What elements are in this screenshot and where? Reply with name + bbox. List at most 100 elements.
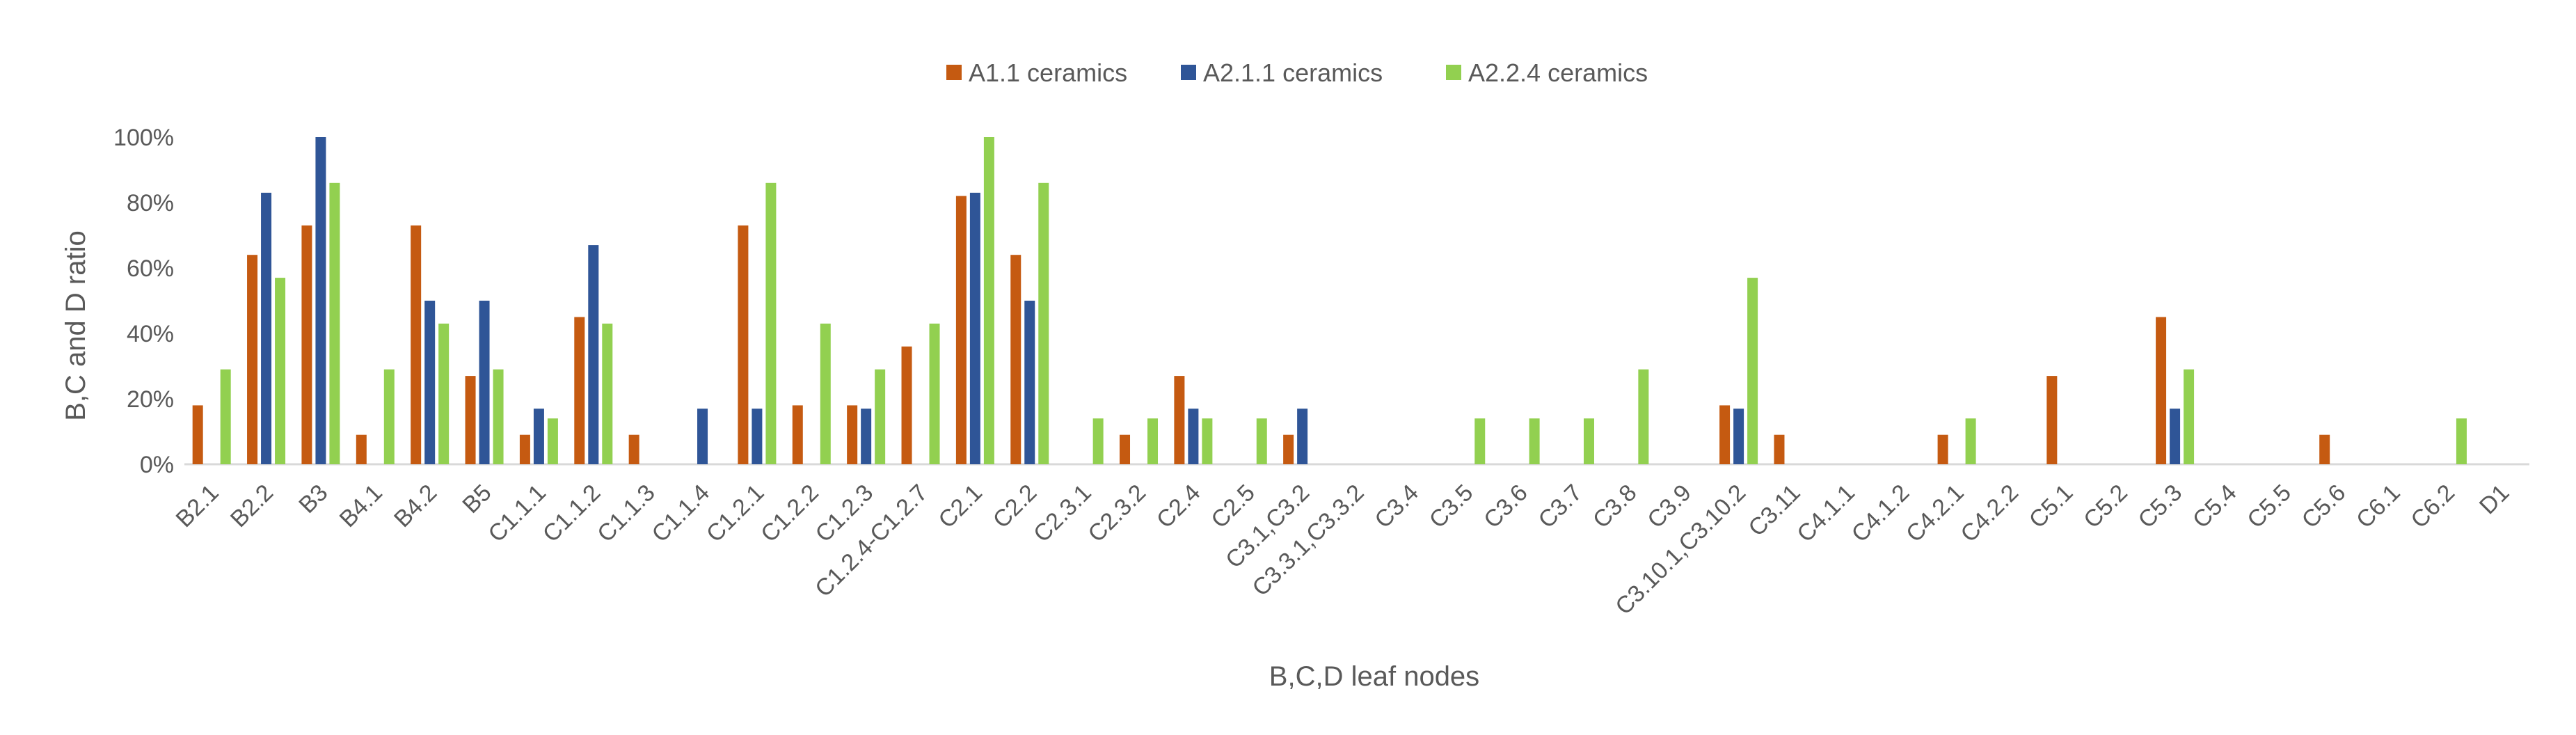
x-tick-label: C4.1.1 bbox=[1792, 480, 1860, 548]
y-tick-label: 0% bbox=[140, 452, 174, 478]
x-tick-label: B5 bbox=[457, 480, 496, 519]
x-tick-label: C3.8 bbox=[1588, 480, 1642, 534]
legend-label: A2.2.4 ceramics bbox=[1468, 58, 1648, 87]
y-tick-label: 60% bbox=[127, 255, 174, 282]
x-tick-label: D1 bbox=[2474, 480, 2515, 520]
bar-A2.2.4-C2.3.1 bbox=[1092, 418, 1104, 464]
bar-A2.1.1-C2.4 bbox=[1188, 409, 1199, 464]
bar-A2.1.1-B2.2 bbox=[261, 192, 272, 464]
bar-A1.1-B2.2 bbox=[247, 255, 258, 464]
bar-A2.2.4-C6.2 bbox=[2456, 418, 2467, 464]
x-tick-label: B3 bbox=[294, 480, 333, 519]
bar-A1.1-C3.11 bbox=[1774, 434, 1785, 464]
bar-A1.1-B3 bbox=[301, 225, 312, 464]
bar-A2.2.4-C3.6 bbox=[1529, 418, 1540, 464]
bar-A1.1-B2.1 bbox=[192, 405, 203, 464]
x-tick-label: C4.2.2 bbox=[1955, 480, 2024, 548]
bar-A2.1.1-B5 bbox=[479, 301, 490, 464]
bar-A2.1.1-C3.1,C3.2 bbox=[1297, 409, 1308, 464]
bar-A2.2.4-C3.10.1,C3.10.2 bbox=[1747, 278, 1758, 464]
x-axis-title: B,C,D leaf nodes bbox=[1269, 661, 1479, 692]
bars bbox=[192, 137, 2467, 464]
bar-A2.2.4-C2.1 bbox=[983, 137, 994, 464]
x-tick-label: C1.1.1 bbox=[483, 480, 551, 548]
bar-A1.1-B4.2 bbox=[411, 225, 422, 464]
bar-A1.1-C1.1.2 bbox=[574, 317, 585, 464]
x-tick-label: C5.5 bbox=[2242, 480, 2296, 534]
bar-A2.2.4-C2.2 bbox=[1038, 182, 1049, 464]
x-tick-label: C6.1 bbox=[2351, 480, 2406, 534]
legend-swatch bbox=[1181, 65, 1196, 80]
bar-A2.1.1-C5.3 bbox=[2170, 409, 2181, 464]
legend-swatch bbox=[946, 65, 962, 80]
x-tick-label: C5.3 bbox=[2133, 480, 2188, 534]
bar-A2.1.1-C1.2.3 bbox=[861, 409, 872, 464]
x-tick-label: C3.4 bbox=[1369, 480, 1424, 534]
x-tick-label: C5.1 bbox=[2024, 480, 2078, 534]
x-tick-label: C3.5 bbox=[1424, 480, 1479, 534]
bar-A2.1.1-C1.1.4 bbox=[697, 409, 708, 464]
x-tick-label: C1.1.3 bbox=[592, 480, 660, 548]
x-tick-label: C1.1.2 bbox=[538, 480, 606, 548]
x-tick-label: C1.2.2 bbox=[756, 480, 824, 548]
legend-swatch bbox=[1446, 65, 1461, 80]
y-tick-label: 80% bbox=[127, 190, 174, 216]
x-tick-label: C3.6 bbox=[1479, 480, 1533, 534]
bar-A1.1-B4.1 bbox=[356, 434, 367, 464]
bar-A2.2.4-B2.1 bbox=[220, 369, 231, 464]
bar-A1.1-C3.10.1,C3.10.2 bbox=[1719, 405, 1731, 464]
bar-A1.1-C5.6 bbox=[2319, 434, 2330, 464]
y-axis-ticks: 0% 20% 40% 60% 80% 100% bbox=[113, 125, 174, 478]
x-tick-label: C1.2.1 bbox=[701, 480, 770, 548]
bar-A1.1-C2.1 bbox=[955, 196, 967, 464]
legend-label: A1.1 ceramics bbox=[969, 58, 1127, 87]
bar-A2.1.1-C2.1 bbox=[969, 192, 980, 464]
bar-A1.1-C1.2.1 bbox=[738, 225, 749, 464]
bar-A2.1.1-C2.2 bbox=[1024, 301, 1035, 464]
x-tick-label: C5.2 bbox=[2078, 480, 2133, 534]
bar-A2.1.1-C1.1.1 bbox=[533, 409, 544, 464]
x-tick-label: B4.2 bbox=[389, 480, 442, 532]
bar-A1.1-C5.3 bbox=[2156, 317, 2167, 464]
bar-A2.2.4-C1.1.1 bbox=[547, 418, 558, 464]
bar-A1.1-C1.2.3 bbox=[847, 405, 858, 464]
x-tick-label: C5.6 bbox=[2297, 480, 2351, 534]
bar-A2.2.4-C1.2.3 bbox=[875, 369, 886, 464]
y-tick-label: 40% bbox=[127, 321, 174, 347]
bar-A2.1.1-B3 bbox=[315, 137, 326, 464]
bar-A2.1.1-C3.10.1,C3.10.2 bbox=[1733, 409, 1744, 464]
y-axis-title: B,C and D ratio bbox=[61, 230, 91, 420]
bar-A1.1-C1.2.4-C1.2.7 bbox=[901, 346, 912, 464]
bar-A2.2.4-C3.8 bbox=[1638, 369, 1649, 464]
bar-A2.2.4-C1.2.1 bbox=[765, 182, 777, 464]
bar-A2.2.4-C5.3 bbox=[2184, 369, 2195, 464]
bar-A2.2.4-C3.7 bbox=[1583, 418, 1594, 464]
bar-A1.1-C1.1.3 bbox=[628, 434, 639, 464]
bar-A2.2.4-C1.1.2 bbox=[602, 323, 613, 464]
x-tick-label: C5.4 bbox=[2188, 480, 2242, 534]
bar-A2.2.4-C2.5 bbox=[1256, 418, 1267, 464]
x-tick-label: C2.3.2 bbox=[1083, 480, 1151, 548]
x-tick-label: B2.1 bbox=[171, 480, 224, 532]
bar-A1.1-B5 bbox=[465, 376, 476, 464]
bar-A1.1-C5.1 bbox=[2046, 376, 2058, 464]
y-tick-label: 20% bbox=[127, 386, 174, 413]
bar-A1.1-C2.3.2 bbox=[1120, 434, 1131, 464]
bar-A2.1.1-C1.2.1 bbox=[752, 409, 763, 464]
x-tick-label: C4.1.2 bbox=[1847, 480, 1915, 548]
legend-label: A2.1.1 ceramics bbox=[1203, 58, 1383, 87]
x-tick-label: B2.2 bbox=[225, 480, 278, 532]
bar-A2.2.4-C3.5 bbox=[1474, 418, 1486, 464]
bar-A2.2.4-C1.2.2 bbox=[820, 323, 831, 464]
bar-A2.1.1-B4.2 bbox=[424, 301, 436, 464]
bar-A2.2.4-B2.2 bbox=[275, 278, 286, 464]
x-tick-label: B4.1 bbox=[335, 480, 388, 532]
bar-A1.1-C1.2.2 bbox=[792, 405, 803, 464]
bar-A2.2.4-C4.2.1 bbox=[1965, 418, 1976, 464]
bar-A2.2.4-C2.3.2 bbox=[1147, 418, 1159, 464]
bar-A2.2.4-B4.2 bbox=[438, 323, 450, 464]
bar-A2.2.4-B5 bbox=[493, 369, 504, 464]
